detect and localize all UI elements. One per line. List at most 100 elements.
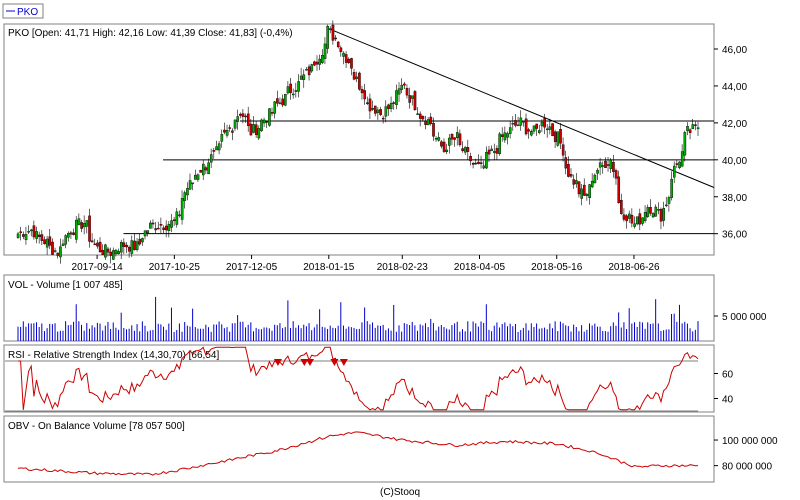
price-y-tick-label: 40,00: [722, 156, 747, 167]
candle-body: [614, 170, 618, 179]
candle-body: [191, 182, 195, 185]
candle-body: [368, 98, 372, 112]
candle-body: [88, 215, 91, 242]
candle-body: [329, 28, 332, 30]
rsi-signal-marker: [330, 359, 339, 366]
candle-body: [548, 126, 552, 130]
candle-body: [366, 102, 369, 104]
candle-body: [458, 133, 462, 146]
candle-body: [204, 167, 208, 171]
candle-body: [490, 148, 494, 151]
candle-body: [188, 180, 192, 190]
candle-body: [381, 117, 385, 120]
candle-body: [424, 120, 427, 125]
candle-body: [61, 243, 65, 246]
candle-body: [112, 250, 115, 260]
candle-body: [617, 176, 621, 203]
candle-body: [178, 214, 181, 217]
obv-title: OBV - On Balance Volume [78 057 500]: [8, 421, 185, 432]
candle-body: [175, 211, 179, 225]
candle-body: [141, 238, 144, 243]
candle-body: [683, 132, 687, 156]
candle-body: [154, 228, 157, 231]
candle-body: [257, 128, 261, 139]
candle-body: [421, 115, 425, 120]
candle-body: [561, 144, 565, 156]
candle-body: [559, 129, 562, 144]
candle-body: [477, 161, 480, 164]
candle-body: [135, 241, 139, 250]
candle-body: [514, 120, 517, 126]
obv-series: [17, 431, 699, 476]
candle-body: [202, 163, 205, 176]
candle-body: [376, 109, 380, 113]
candle-body: [622, 214, 626, 220]
candle-body: [543, 118, 546, 128]
candle-body: [638, 213, 642, 225]
candle-body: [207, 162, 210, 175]
candle-body: [604, 160, 607, 169]
candle-body: [93, 243, 97, 246]
candle-body: [667, 197, 671, 204]
price-x-tick-label: 2018-01-15: [303, 262, 355, 273]
candle-body: [670, 178, 673, 198]
candle-body: [392, 102, 396, 104]
candle-body: [498, 133, 501, 155]
candle-body: [659, 209, 663, 222]
rsi-signal-marker: [339, 359, 348, 366]
candle-body: [339, 47, 343, 53]
candle-body: [45, 238, 49, 248]
candle-body: [675, 163, 679, 165]
candle-body: [40, 234, 44, 241]
candle-body: [643, 212, 647, 221]
candle-body: [437, 137, 441, 141]
candle-body: [583, 184, 586, 196]
candle-body: [315, 61, 319, 65]
candle-body: [342, 52, 345, 57]
candle-body: [228, 127, 232, 129]
candle-body: [284, 94, 287, 106]
candle-body: [686, 126, 689, 132]
candle-body: [212, 150, 216, 152]
candle-body: [260, 119, 263, 131]
candle-body: [104, 244, 107, 258]
candle-body: [294, 90, 298, 92]
candle-body: [96, 242, 99, 247]
candle-body: [313, 61, 316, 66]
legend[interactable]: PKO: [2, 3, 44, 19]
candle-body: [540, 121, 544, 127]
obv-line: [17, 431, 699, 476]
candle-body: [598, 162, 602, 168]
price-x-tick-label: 2017-10-25: [149, 262, 201, 273]
candle-body: [530, 131, 533, 136]
rsi-signal-marker: [305, 359, 314, 366]
candle-body: [355, 76, 359, 79]
candle-body: [416, 113, 419, 115]
candle-body: [51, 241, 54, 255]
candle-body: [426, 119, 430, 126]
candle-body: [350, 58, 353, 69]
candle-body: [321, 55, 324, 63]
candle-body: [487, 149, 491, 155]
candle-body: [289, 83, 292, 93]
candle-body: [535, 123, 538, 129]
candle-body: [252, 124, 255, 133]
copyright-footer: (C)Stooq: [380, 487, 420, 498]
candle-body: [85, 220, 89, 227]
candle-body: [405, 88, 409, 96]
candle-body: [297, 81, 300, 92]
rsi-line: [18, 346, 699, 411]
rsi-title: RSI - Relative Strength Index (14,30,70)…: [8, 350, 219, 361]
candle-body: [358, 72, 361, 90]
candle-body: [157, 227, 160, 230]
candle-body: [122, 242, 126, 247]
candle-body: [37, 234, 41, 237]
candle-body: [167, 224, 171, 231]
candle-body: [146, 230, 150, 233]
price-series: [16, 20, 715, 264]
candle-body: [527, 129, 531, 132]
candle-body: [625, 215, 628, 222]
candle-body: [16, 233, 20, 238]
candle-body: [276, 98, 279, 104]
candle-body: [450, 133, 454, 140]
